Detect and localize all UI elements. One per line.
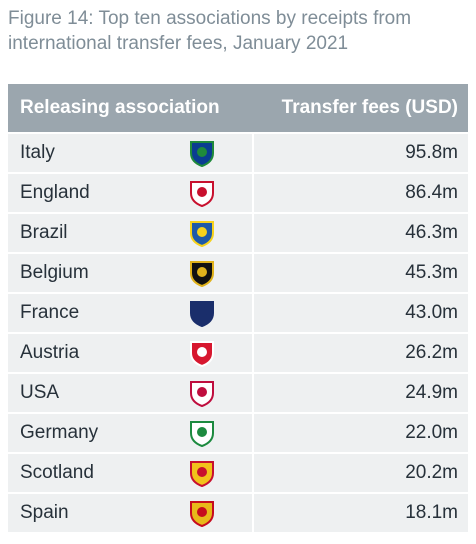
fee-cell: 18.1m xyxy=(254,494,468,532)
fee-cell: 46.3m xyxy=(254,214,468,252)
crest-icon xyxy=(190,501,214,527)
crest-icon xyxy=(190,421,214,447)
crest-emblem xyxy=(197,427,207,437)
header-cell: Transfer fees (USD) xyxy=(281,97,458,118)
fee-cell: 24.9m xyxy=(254,374,468,412)
crest-icon xyxy=(190,301,214,327)
header-cell: Releasing association xyxy=(20,97,220,118)
fee-cell: 26.2m xyxy=(254,334,468,372)
table-row: Belgium 45.3m xyxy=(8,254,468,292)
table-row: Germany 22.0m xyxy=(8,414,468,452)
crest-emblem xyxy=(197,307,207,317)
crest-icon xyxy=(190,381,214,407)
fee-cell: 20.2m xyxy=(254,454,468,492)
association-cell: Brazil xyxy=(8,214,252,252)
fee-cell: 86.4m xyxy=(254,174,468,212)
crest-icon xyxy=(190,221,214,247)
table-row: Scotland 20.2m xyxy=(8,454,468,492)
association-cell: Germany xyxy=(8,414,252,452)
figure-title: Figure 14: Top ten associations by recei… xyxy=(8,8,412,54)
fee-cell: 22.0m xyxy=(254,414,468,452)
table-row: Austria 26.2m xyxy=(8,334,468,372)
table-row: USA 24.9m xyxy=(8,374,468,412)
table-row: Spain 18.1m xyxy=(8,494,468,532)
crest-icon xyxy=(190,461,214,487)
association-cell: Belgium xyxy=(8,254,252,292)
crest-emblem xyxy=(197,507,207,517)
crest-icon xyxy=(190,341,214,367)
association-cell: France xyxy=(8,294,252,332)
fee-cell: 95.8m xyxy=(254,134,468,172)
crest-emblem xyxy=(197,227,207,237)
fee-cell: 45.3m xyxy=(254,254,468,292)
crest-emblem xyxy=(197,267,207,277)
header-row: Releasing association Transfer fees (USD… xyxy=(8,84,468,132)
table-row: Italy 95.8m xyxy=(8,134,468,172)
association-cell: Spain xyxy=(8,494,252,532)
table: Releasing association Transfer fees (USD… xyxy=(8,84,468,534)
fee-cell: 43.0m xyxy=(254,294,468,332)
association-cell: Austria xyxy=(8,334,252,372)
table-row: England 86.4m xyxy=(8,174,468,212)
crest-icon xyxy=(190,181,214,207)
crest-icon xyxy=(190,141,214,167)
crest-emblem xyxy=(197,387,207,397)
association-cell: Italy xyxy=(8,134,252,172)
table-row: Brazil 46.3m xyxy=(8,214,468,252)
crest-emblem xyxy=(197,187,207,197)
association-cell: Scotland xyxy=(8,454,252,492)
crest-emblem xyxy=(197,467,207,477)
table-row: France 43.0m xyxy=(8,294,468,332)
association-cell: England xyxy=(8,174,252,212)
crest-icon xyxy=(190,261,214,287)
crest-emblem xyxy=(197,347,207,357)
association-cell: USA xyxy=(8,374,252,412)
crest-emblem xyxy=(197,147,207,157)
